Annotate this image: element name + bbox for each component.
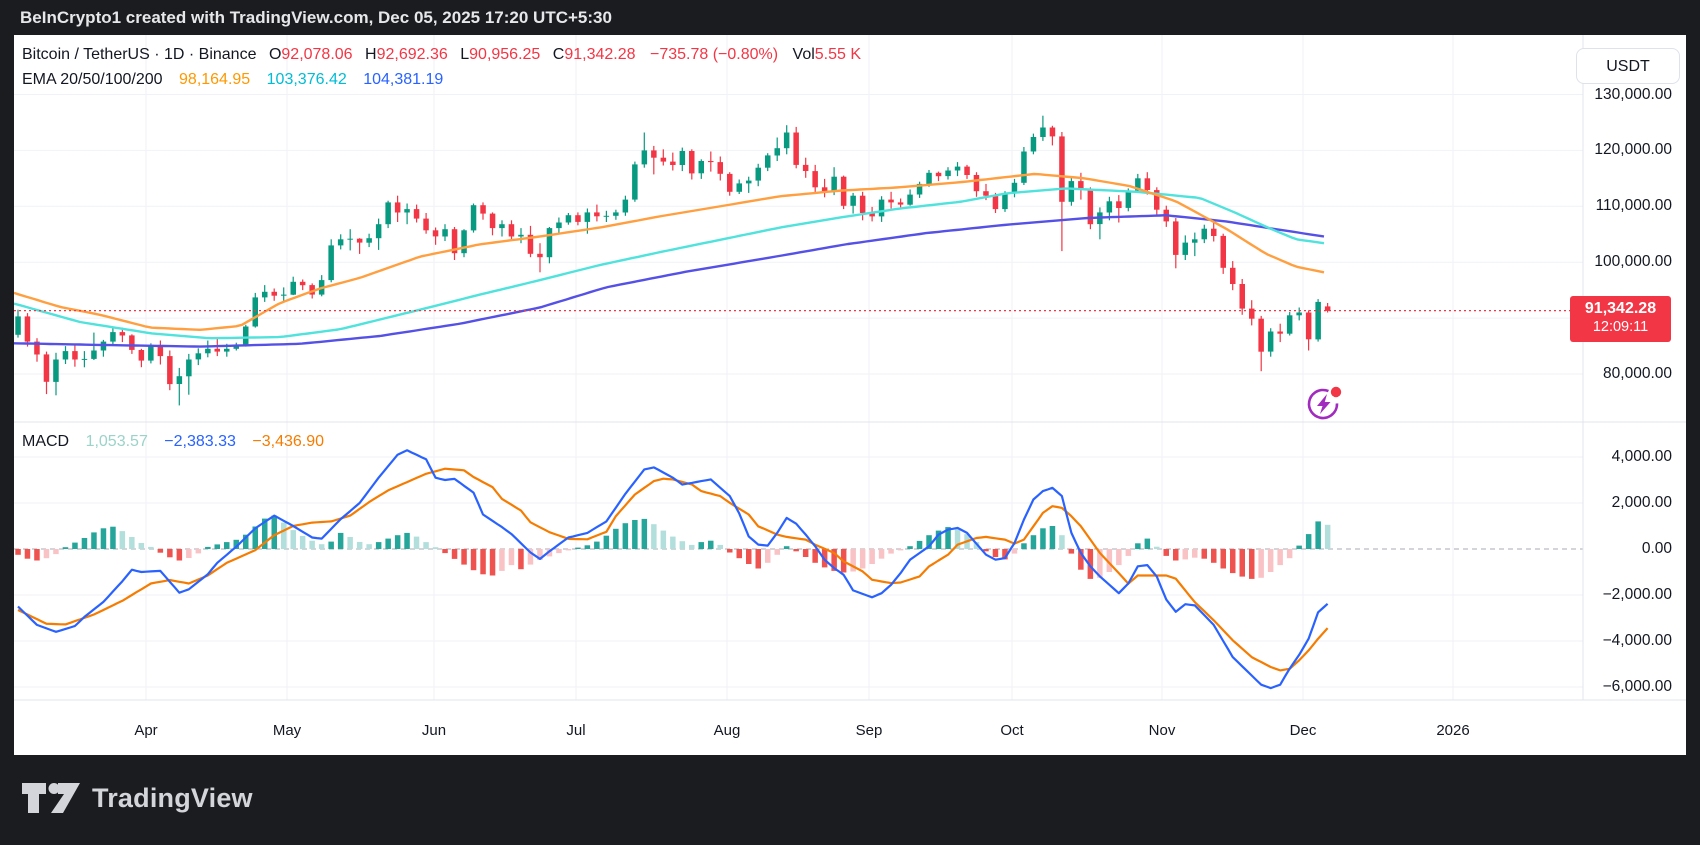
time-axis-label: Sep [855, 722, 883, 739]
symbol-title[interactable]: Bitcoin / TetherUS · 1D · Binance [22, 46, 257, 63]
current-price-badge: 91,342.28 12:09:11 [1570, 296, 1671, 342]
currency-toggle-button[interactable]: USDT [1576, 48, 1680, 84]
time-axis-label: Aug [713, 722, 741, 739]
ema-value-blue: 104,381.19 [363, 71, 444, 88]
ema-fast-line [14, 172, 1325, 331]
close-value: 91,342.28 [564, 46, 636, 63]
ema-label[interactable]: EMA 20/50/100/200 [22, 71, 163, 88]
time-axis-label: Jun [421, 722, 447, 739]
volume-label: Vol [792, 46, 815, 63]
time-axis-label: 2026 [1436, 722, 1470, 739]
price-axis-label: 130,000.00 [1594, 86, 1672, 103]
price-axis-label: 80,000.00 [1603, 365, 1672, 382]
chart-canvas[interactable] [14, 35, 1686, 755]
macd-axis-label: 4,000.00 [1611, 448, 1672, 465]
macd-signal-line [17, 467, 1329, 672]
change-value: −735.78 (−0.80%) [649, 46, 779, 63]
macd-axis-label: −4,000.00 [1602, 632, 1672, 649]
chart-panel: Bitcoin / TetherUS · 1D · Binance O92,07… [14, 35, 1686, 755]
macd-axis-label: −6,000.00 [1602, 678, 1672, 695]
tradingview-logo[interactable]: TradingView [20, 778, 253, 818]
macd-axis-label: 0.00 [1641, 540, 1672, 557]
ema-indicator-row[interactable]: EMA 20/50/100/200 98,164.95 103,376.42 1… [22, 71, 443, 89]
macd-hist-value: 1,053.57 [85, 433, 148, 450]
footer-bar: TradingView [0, 755, 1700, 845]
high-value: 92,692.36 [376, 46, 448, 63]
price-axis-label: 110,000.00 [1595, 197, 1672, 214]
ema-value-orange: 98,164.95 [179, 71, 251, 88]
time-axis-label: May [272, 722, 302, 739]
time-axis-label: Apr [134, 722, 158, 739]
badge-price: 91,342.28 [1584, 300, 1657, 317]
macd-axis-label: 2,000.00 [1611, 494, 1672, 511]
high-label: H [365, 46, 377, 63]
tradingview-logo-icon [22, 783, 80, 813]
header-bar: BeInCrypto1 created with TradingView.com… [0, 0, 1700, 35]
low-label: L [460, 46, 470, 63]
low-value: 90,956.25 [469, 46, 541, 63]
time-axis-label: Dec [1289, 722, 1317, 739]
volume-value: 5.55 K [814, 46, 862, 63]
macd-indicator-row[interactable]: MACD 1,053.57 −2,383.33 −3,436.90 [22, 433, 324, 451]
macd-signal-value: −3,436.90 [252, 433, 324, 450]
price-axis-label: 100,000.00 [1594, 253, 1672, 270]
attribution-text: BeInCrypto1 created with TradingView.com… [20, 8, 612, 27]
ema-value-cyan: 103,376.42 [266, 71, 347, 88]
ema-slow-line [14, 214, 1325, 348]
candlestick-series [15, 115, 1331, 406]
macd-main-line [17, 449, 1329, 690]
time-axis-label: Jul [566, 722, 586, 739]
flash-boost-icon[interactable] [1305, 385, 1345, 425]
open-label: O [268, 46, 282, 63]
symbol-info-row[interactable]: Bitcoin / TetherUS · 1D · Binance O92,07… [22, 46, 861, 64]
macd-line-value: −2,383.33 [164, 433, 236, 450]
close-label: C [552, 46, 565, 63]
time-axis-label: Oct [1000, 722, 1024, 739]
open-value: 92,078.06 [281, 46, 353, 63]
ema-mid-line [14, 187, 1325, 340]
badge-countdown: 12:09:11 [1592, 319, 1649, 335]
macd-label[interactable]: MACD [22, 433, 70, 450]
macd-axis-label: −2,000.00 [1602, 586, 1672, 603]
tradingview-logo-text: TradingView [92, 782, 253, 813]
time-axis-label: Nov [1148, 722, 1176, 739]
price-axis-label: 120,000.00 [1594, 141, 1672, 158]
